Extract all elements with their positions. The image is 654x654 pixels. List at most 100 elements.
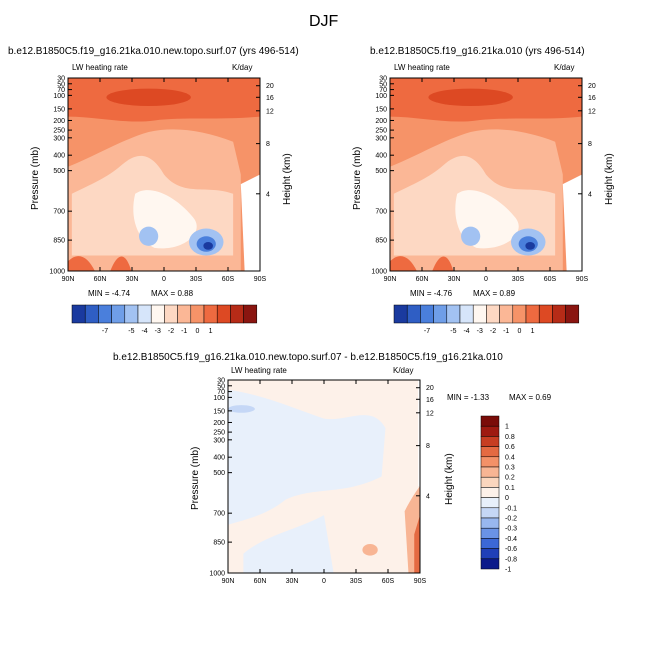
colorbar-2-label: -0.6: [505, 546, 517, 553]
y-tick-label: 100: [53, 93, 65, 100]
y-tick-label: 250: [53, 128, 65, 135]
upper-max: [106, 88, 191, 106]
colorbar-1-box: [446, 304, 461, 324]
y-tick-label: 700: [53, 209, 65, 216]
y-tick-label: 50: [379, 81, 387, 88]
colorbar-0-label: -4: [141, 328, 147, 335]
colorbar-1-label: 1: [531, 328, 535, 335]
y-tick-label: 1000: [49, 269, 65, 276]
x-tick-label: 0: [484, 276, 488, 283]
x-tick-label: 60S: [544, 276, 557, 283]
left-panel-title: b.e12.B1850C5.f19_g16.21ka.010.new.topo.…: [8, 46, 299, 57]
colorbar-0-box: [124, 304, 139, 324]
colorbar-0-box: [98, 304, 112, 324]
colorbar-0-box: [177, 304, 192, 324]
diff-pos-core: [414, 515, 420, 573]
colorbar-2-box: [480, 527, 500, 539]
y-tick-label: 150: [53, 106, 65, 113]
y2-tick-label: 8: [426, 443, 430, 450]
colorbar-2-box: [480, 558, 500, 570]
colorbar-0-label: -2: [168, 328, 174, 335]
colorbar-2-box: [480, 466, 500, 478]
colorbar-1-box: [525, 304, 540, 324]
colorbar-0-label: -5: [128, 328, 134, 335]
x-tick-label: 0: [322, 578, 326, 585]
y-tick-label: 200: [53, 118, 65, 125]
y2-tick-label: 12: [426, 410, 434, 417]
diff-neg-region: [228, 389, 386, 525]
y-tick-label: 50: [57, 81, 65, 88]
cool-patch-a: [461, 226, 481, 246]
right-field-label: LW heating rate: [394, 63, 450, 72]
colorbar-2-box: [480, 507, 500, 519]
topo-mask: [240, 174, 260, 271]
colorbar-2-label: 0: [505, 495, 509, 502]
x-tick-label: 60N: [416, 276, 429, 283]
y-tick-label: 700: [375, 209, 387, 216]
colorbar-2-label: -0.3: [505, 526, 517, 533]
colorbar-1-box: [433, 304, 448, 324]
colorbar-2-box: [480, 425, 500, 437]
colorbar-2-label: 0.8: [505, 434, 515, 441]
surface-warm-b: [432, 256, 454, 271]
panel-2-field: [228, 380, 420, 573]
right-units-label: K/day: [554, 63, 575, 72]
colorbar-2-label: 1: [505, 424, 509, 431]
diff-max-label: MAX = 0.69: [509, 393, 552, 402]
colorbar-1-box: [393, 304, 408, 324]
colorbar-1-box: [538, 304, 553, 324]
colorbar-2-box: [480, 476, 500, 488]
y-tick-label: 700: [213, 511, 225, 518]
cool-patch-a: [139, 226, 159, 246]
colorbar-2-box: [480, 415, 500, 427]
x-tick-label: 0: [162, 276, 166, 283]
y2-tick-label: 8: [588, 141, 592, 148]
y2-tick-label: 4: [426, 493, 430, 500]
colorbar-2-box: [480, 517, 500, 529]
y-tick-label: 100: [213, 395, 225, 402]
right-panel-title: b.e12.B1850C5.f19_g16.21ka.010 (yrs 496-…: [370, 46, 585, 57]
y2-tick-label: 12: [588, 108, 596, 115]
x-tick-label: 30N: [448, 276, 461, 283]
colorbar-0-box: [164, 304, 178, 324]
colorbar-0-label: 0: [195, 328, 199, 335]
colorbar-2-box: [480, 446, 500, 458]
diff-units-label: K/day: [393, 366, 414, 375]
y-tick-label: 70: [57, 87, 65, 94]
right-min-label: MIN = -4.76: [410, 289, 453, 298]
y2-tick-label: 20: [426, 385, 434, 392]
x-tick-label: 30N: [126, 276, 139, 283]
colorbar-1-label: 0: [517, 328, 521, 335]
colorbar-0-box: [150, 304, 165, 324]
y-tick-label: 250: [213, 430, 225, 437]
y2-tick-label: 16: [266, 95, 274, 102]
x-tick-label: 90S: [576, 276, 589, 283]
x-tick-label: 60N: [94, 276, 107, 283]
colorbar-1-label: -2: [490, 328, 496, 335]
x-tick-label: 30S: [350, 578, 363, 585]
left-field-label: LW heating rate: [72, 63, 128, 72]
colorbar-2-label: 0.1: [505, 485, 515, 492]
colorbar-2-label: -1: [505, 567, 511, 574]
colorbar-2-box: [480, 548, 500, 560]
x-tick-label: 60S: [222, 276, 235, 283]
surface-warm-a: [68, 256, 95, 271]
cool-core: [203, 242, 213, 250]
diff-mask: [418, 380, 420, 487]
diff-pos-patch: [362, 544, 378, 556]
y-tick-label: 1000: [209, 571, 225, 578]
difference-panel-title: b.e12.B1850C5.f19_g16.21ka.010.new.topo.…: [113, 352, 503, 363]
left-units-label: K/day: [232, 63, 253, 72]
y-tick-label: 30: [57, 76, 65, 83]
colorbar-2-label: 0.4: [505, 454, 515, 461]
x-tick-label: 90S: [414, 578, 427, 585]
y-tick-label: 400: [375, 153, 387, 160]
colorbar-0-box: [190, 304, 205, 324]
y-tick-label: 150: [213, 408, 225, 415]
left-min-label: MIN = -4.74: [88, 289, 131, 298]
left-max-label: MAX = 0.88: [151, 289, 194, 298]
y2-tick-label: 4: [266, 191, 270, 198]
colorbar-1-label: -7: [424, 328, 430, 335]
y-tick-label: 500: [213, 470, 225, 477]
y-tick-label: 200: [375, 118, 387, 125]
